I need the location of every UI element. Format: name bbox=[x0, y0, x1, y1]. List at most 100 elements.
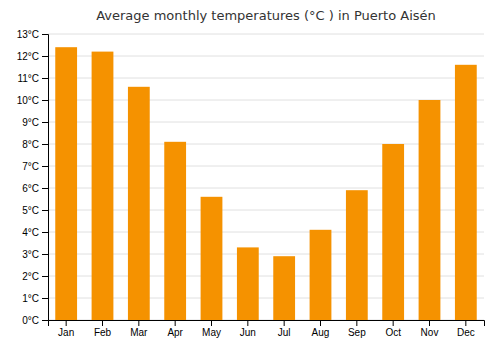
y-tick-mark bbox=[42, 166, 48, 167]
y-tick-mark bbox=[42, 56, 48, 57]
y-tick-label: 9°C bbox=[22, 117, 39, 128]
y-tick: 4°C bbox=[22, 227, 48, 238]
x-tick-label: Feb bbox=[94, 327, 112, 338]
y-axis-line bbox=[42, 35, 49, 321]
y-tick-label: 13°C bbox=[17, 29, 39, 40]
y-tick-label: 7°C bbox=[22, 161, 39, 172]
x-tick-mark bbox=[356, 320, 357, 326]
grid-line bbox=[48, 34, 484, 35]
x-tick-label: Apr bbox=[167, 327, 183, 338]
bar bbox=[55, 47, 77, 320]
y-tick-label: 0°C bbox=[22, 315, 39, 326]
bar bbox=[92, 52, 114, 320]
chart: Average monthly temperatures (°C ) in Pu… bbox=[0, 0, 500, 350]
y-tick-label: 10°C bbox=[17, 95, 39, 106]
y-tick-label: 11°C bbox=[17, 73, 39, 84]
grid-line bbox=[48, 78, 484, 79]
bar bbox=[237, 247, 259, 320]
bar bbox=[273, 256, 295, 320]
x-tick: Aug bbox=[312, 320, 330, 338]
y-tick: 2°C bbox=[22, 271, 48, 282]
x-tick: Dec bbox=[457, 320, 475, 338]
y-tick-mark bbox=[42, 232, 48, 233]
x-tick-mark bbox=[175, 320, 176, 326]
y-tick-label: 2°C bbox=[22, 271, 39, 282]
bars bbox=[55, 47, 476, 320]
y-tick: 0°C bbox=[22, 315, 48, 326]
bar bbox=[382, 144, 404, 320]
x-tick-mark bbox=[320, 320, 321, 326]
x-tick-mark bbox=[66, 320, 67, 326]
plot: 0°C 1°C 2°C 3°C 4°C 5°C 6°C 7°C 8°C 9°C 10°C 11°C 12… bbox=[17, 29, 485, 338]
x-tick: Nov bbox=[421, 320, 439, 338]
y-tick-mark bbox=[42, 144, 48, 145]
y-tick-mark bbox=[42, 122, 48, 123]
x-axis-line bbox=[49, 321, 485, 327]
y-tick: 5°C bbox=[22, 205, 48, 216]
y-tick: 8°C bbox=[22, 139, 48, 150]
y-tick: 7°C bbox=[22, 161, 48, 172]
x-tick-label: Jan bbox=[58, 327, 74, 338]
y-tick-label: 12°C bbox=[17, 51, 39, 62]
x-tick: Jan bbox=[58, 320, 74, 338]
y-tick: 11°C bbox=[17, 73, 48, 84]
y-tick-mark bbox=[42, 298, 48, 299]
x-tick: Jul bbox=[278, 320, 291, 338]
x-tick-label: Jun bbox=[240, 327, 256, 338]
y-tick-label: 5°C bbox=[22, 205, 39, 216]
y-tick-mark bbox=[42, 78, 48, 79]
x-tick: Mar bbox=[130, 320, 148, 338]
bar bbox=[164, 142, 186, 320]
y-tick: 10°C bbox=[17, 95, 48, 106]
x-tick: Feb bbox=[94, 320, 112, 338]
x-tick-mark bbox=[284, 320, 285, 326]
y-tick-mark bbox=[42, 276, 48, 277]
x-tick-label: Dec bbox=[457, 327, 475, 338]
x-tick-label: Sep bbox=[348, 327, 366, 338]
x-tick: May bbox=[202, 320, 221, 338]
x-tick: Sep bbox=[348, 320, 366, 338]
x-tick-label: May bbox=[202, 327, 221, 338]
y-tick-mark bbox=[42, 188, 48, 189]
grid bbox=[48, 34, 484, 320]
x-tick-mark bbox=[102, 320, 103, 326]
bar bbox=[128, 87, 150, 320]
grid-line bbox=[48, 56, 484, 57]
y-tick-label: 1°C bbox=[22, 293, 39, 304]
y-tick-label: 6°C bbox=[22, 183, 39, 194]
bar bbox=[201, 197, 223, 320]
y-tick-mark bbox=[42, 34, 48, 35]
y-tick-label: 8°C bbox=[22, 139, 39, 150]
bar bbox=[310, 230, 332, 320]
x-tick: Apr bbox=[167, 320, 183, 338]
y-axis: 0°C 1°C 2°C 3°C 4°C 5°C 6°C 7°C 8°C 9°C 10°C 11°C 12… bbox=[17, 29, 49, 326]
y-tick-mark bbox=[42, 320, 48, 321]
x-tick-mark bbox=[429, 320, 430, 326]
bar bbox=[455, 65, 477, 320]
x-tick-label: Mar bbox=[130, 327, 148, 338]
x-tick-label: Oct bbox=[385, 327, 401, 338]
y-tick-label: 4°C bbox=[22, 227, 39, 238]
x-tick-mark bbox=[247, 320, 248, 326]
y-tick-label: 3°C bbox=[22, 249, 39, 260]
y-tick: 3°C bbox=[22, 249, 48, 260]
title: Average monthly temperatures (°C ) in Pu… bbox=[96, 8, 436, 23]
bar bbox=[346, 190, 368, 320]
y-tick: 12°C bbox=[17, 51, 48, 62]
x-tick-mark bbox=[211, 320, 212, 326]
x-tick-label: Nov bbox=[421, 327, 439, 338]
y-tick-mark bbox=[42, 210, 48, 211]
y-tick: 6°C bbox=[22, 183, 48, 194]
x-tick-mark bbox=[465, 320, 466, 326]
y-tick-mark bbox=[42, 100, 48, 101]
x-tick-label: Jul bbox=[278, 327, 291, 338]
y-tick-mark bbox=[42, 254, 48, 255]
y-tick: 9°C bbox=[22, 117, 48, 128]
y-tick: 1°C bbox=[22, 293, 48, 304]
x-tick-mark bbox=[393, 320, 394, 326]
x-tick-mark bbox=[138, 320, 139, 326]
x-tick-label: Aug bbox=[312, 327, 330, 338]
x-tick: Jun bbox=[240, 320, 256, 338]
bar bbox=[419, 100, 441, 320]
y-tick: 13°C bbox=[17, 29, 48, 40]
